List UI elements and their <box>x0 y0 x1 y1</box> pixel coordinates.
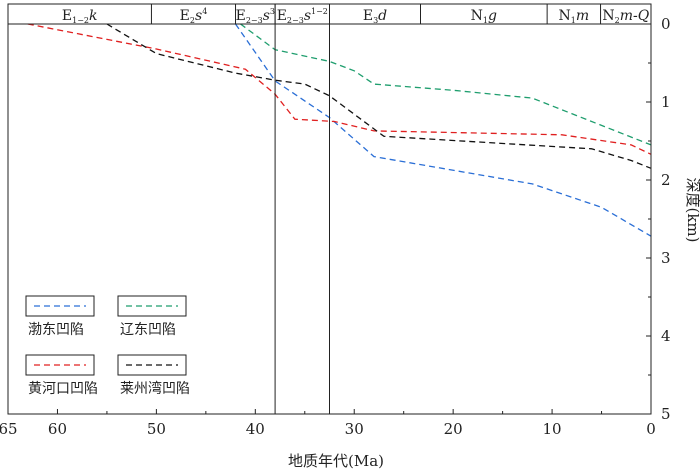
y-tick-label: 3 <box>661 249 671 267</box>
x-tick-label: 30 <box>345 420 364 438</box>
x-tick-label: 60 <box>48 420 67 438</box>
series-line-辽东凹陷 <box>240 23 652 146</box>
legend-label: 渤东凹陷 <box>28 322 84 338</box>
strata-label: E1−2k <box>62 8 98 25</box>
plot-lines <box>27 23 652 237</box>
x-tick-label: 20 <box>444 420 463 438</box>
x-axis-label: 地质年代(Ma) <box>288 452 384 470</box>
x-tick-label: 0 <box>646 420 656 438</box>
strata-label: E2−3s1−2 <box>277 7 328 25</box>
series-line-莱州湾凹陷 <box>106 23 652 169</box>
series-line-渤东凹陷 <box>234 23 652 237</box>
y-axis-label: 深度(km) <box>684 177 700 242</box>
series-line-黄河口凹陷 <box>27 23 652 155</box>
legend-label: 莱州湾凹陷 <box>120 380 190 397</box>
x-tick-label: 50 <box>147 420 166 438</box>
strata-label: N1g <box>471 8 497 25</box>
y-tick-label: 1 <box>661 93 671 111</box>
axes: 65 60 50 40 30 20 10 0 0 1 2 3 4 5 <box>0 4 671 438</box>
x-tick-label: 40 <box>246 420 265 438</box>
strata-label: N1m <box>559 8 590 25</box>
strata-label: E3d <box>363 8 387 25</box>
y-tick-label: 5 <box>661 405 671 423</box>
strata-label: N2m-Q <box>602 8 649 25</box>
y-tick-label: 0 <box>661 15 671 33</box>
y-tick-label: 2 <box>661 171 671 189</box>
legend-label: 辽东凹陷 <box>120 322 176 338</box>
strata-label: E2s4 <box>180 7 208 25</box>
strata-label: E2−3s3 <box>236 7 275 25</box>
x-tick-label: 65 <box>0 420 18 438</box>
y-tick-label: 4 <box>661 327 671 345</box>
x-tick-label: 10 <box>543 420 562 438</box>
legend-label: 黄河口凹陷 <box>28 380 98 397</box>
